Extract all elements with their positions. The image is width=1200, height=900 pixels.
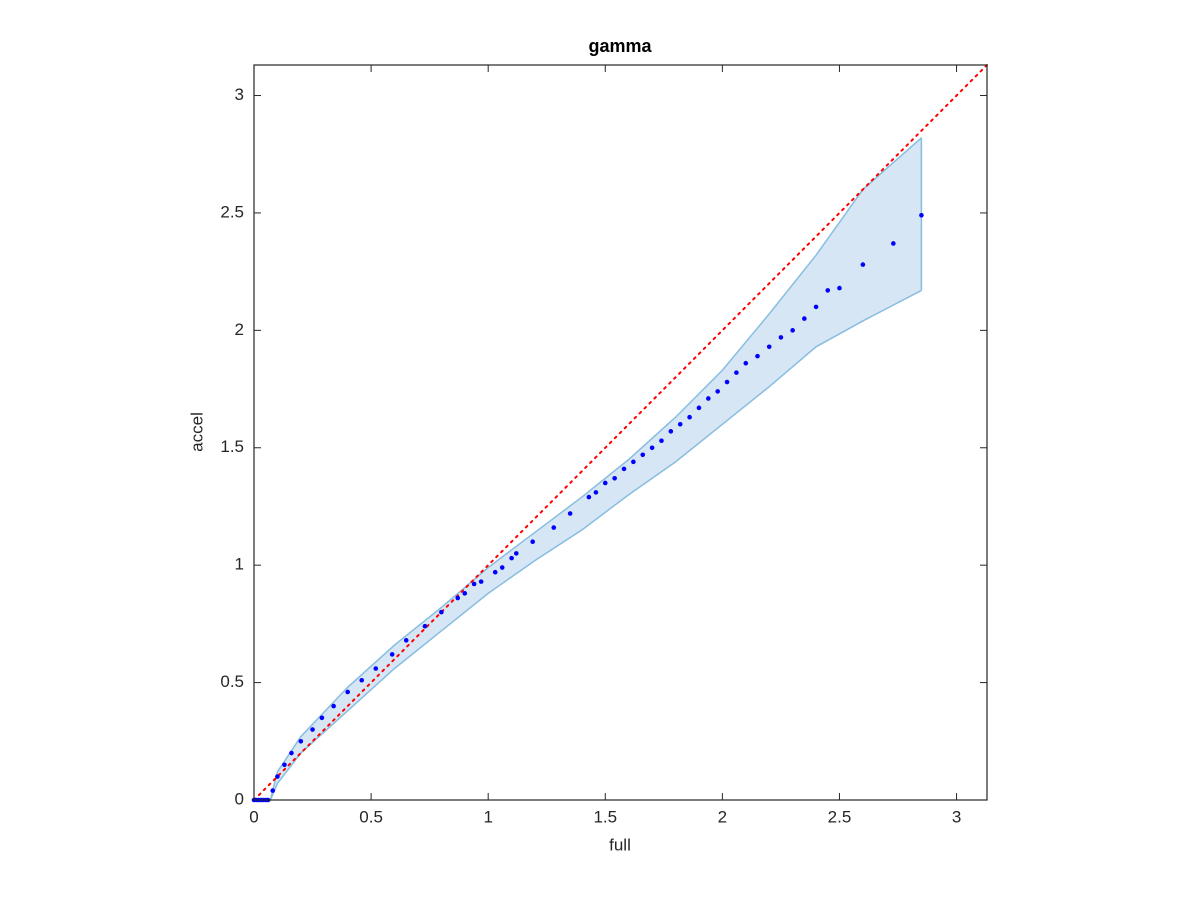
y-tick-label: 2 bbox=[235, 320, 244, 339]
data-point bbox=[373, 666, 379, 671]
data-point bbox=[649, 445, 655, 451]
data-point bbox=[766, 344, 772, 350]
confidence-band bbox=[254, 137, 922, 800]
data-point bbox=[919, 212, 924, 218]
data-point bbox=[509, 555, 514, 561]
data-point bbox=[687, 414, 692, 420]
data-point bbox=[743, 360, 749, 366]
data-point bbox=[310, 727, 315, 732]
data-point bbox=[724, 379, 730, 385]
data-point bbox=[389, 652, 395, 657]
data-point bbox=[462, 591, 468, 596]
y-tick-label: 0.5 bbox=[220, 672, 244, 691]
data-point bbox=[621, 466, 627, 472]
data-point bbox=[631, 459, 636, 465]
chart-title: gamma bbox=[588, 36, 652, 56]
y-tick-label: 2.5 bbox=[220, 202, 244, 221]
band-edge bbox=[254, 137, 922, 801]
axes-box bbox=[253, 64, 988, 801]
data-point bbox=[696, 405, 702, 411]
data-point bbox=[778, 335, 784, 340]
data-point bbox=[289, 750, 294, 756]
y-tick-label: 0 bbox=[235, 789, 244, 808]
data-point bbox=[492, 569, 498, 575]
data-point bbox=[825, 288, 831, 293]
data-point bbox=[602, 480, 608, 486]
x-axis-label: full bbox=[609, 835, 631, 854]
data-point bbox=[790, 328, 795, 333]
x-tick-label: 2 bbox=[718, 807, 727, 826]
y-axis-label: accel bbox=[187, 412, 206, 452]
data-point bbox=[422, 623, 428, 629]
x-tick-label: 0 bbox=[249, 807, 258, 826]
data-point bbox=[298, 738, 304, 744]
x-tick-label: 1.5 bbox=[593, 807, 617, 826]
data-point bbox=[612, 475, 617, 481]
x-tick-label: 0.5 bbox=[359, 807, 383, 826]
data-point bbox=[706, 396, 711, 401]
data-point bbox=[813, 304, 819, 310]
y-tick-label: 1 bbox=[235, 555, 244, 574]
band-edge bbox=[254, 289, 922, 801]
data-point bbox=[345, 689, 350, 695]
data-point bbox=[677, 421, 683, 427]
data-point bbox=[715, 389, 720, 394]
x-tick-label: 1 bbox=[483, 807, 492, 826]
data-point bbox=[530, 539, 535, 544]
data-point bbox=[659, 438, 664, 444]
data-point bbox=[891, 241, 896, 246]
data-point bbox=[403, 638, 409, 643]
data-point bbox=[513, 551, 519, 556]
data-point bbox=[837, 285, 842, 291]
reference-line bbox=[253, 64, 988, 801]
data-point bbox=[455, 595, 461, 601]
data-point bbox=[586, 494, 592, 500]
y-tick-label: 1.5 bbox=[220, 437, 244, 456]
data-point bbox=[640, 452, 646, 458]
data-point bbox=[593, 490, 599, 495]
data-point bbox=[471, 581, 477, 587]
y-tick-label: 3 bbox=[235, 85, 244, 104]
data-point bbox=[282, 762, 287, 768]
data-point bbox=[331, 703, 336, 709]
data-point bbox=[270, 788, 276, 793]
data-point bbox=[551, 525, 557, 530]
data-point bbox=[319, 715, 325, 721]
data-point bbox=[359, 677, 365, 683]
data-point bbox=[860, 262, 866, 267]
data-point bbox=[802, 316, 807, 321]
data-point bbox=[499, 565, 505, 570]
data-point bbox=[478, 579, 484, 584]
data-point bbox=[734, 370, 739, 375]
data-point bbox=[668, 429, 674, 434]
data-point bbox=[439, 609, 444, 615]
x-tick-label: 2.5 bbox=[828, 807, 852, 826]
data-point bbox=[275, 774, 280, 779]
x-tick-label: 3 bbox=[952, 807, 961, 826]
data-point bbox=[567, 511, 573, 516]
data-point bbox=[755, 353, 760, 359]
